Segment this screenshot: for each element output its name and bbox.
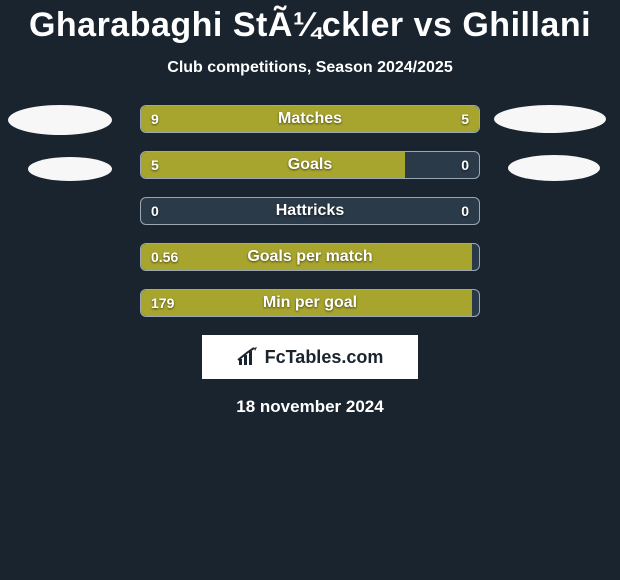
stat-value-right: 0 bbox=[461, 198, 469, 224]
brand-chart-icon bbox=[237, 347, 259, 367]
stat-value-left: 0.56 bbox=[151, 244, 178, 270]
stat-value-left: 9 bbox=[151, 106, 159, 132]
stat-value-left: 5 bbox=[151, 152, 159, 178]
stat-label: Matches bbox=[141, 106, 479, 132]
side-ellipse bbox=[8, 105, 112, 135]
stat-value-left: 179 bbox=[151, 290, 174, 316]
side-ellipse bbox=[494, 105, 606, 133]
stat-row: Goals5 0 bbox=[140, 151, 480, 179]
date-text: 18 november 2024 bbox=[0, 397, 620, 417]
stat-label: Goals bbox=[141, 152, 479, 178]
side-ellipse bbox=[28, 157, 112, 181]
stat-label: Hattricks bbox=[141, 198, 479, 224]
stat-row: Hattricks0 0 bbox=[140, 197, 480, 225]
stat-value-left: 0 bbox=[151, 198, 159, 224]
brand-text: FcTables.com bbox=[265, 347, 384, 368]
subtitle: Club competitions, Season 2024/2025 bbox=[0, 59, 620, 77]
side-ellipse bbox=[508, 155, 600, 181]
stat-label: Goals per match bbox=[141, 244, 479, 270]
stat-row: Min per goal179 bbox=[140, 289, 480, 317]
brand-box: FcTables.com bbox=[202, 335, 418, 379]
chart-area: Matches95Goals50Hattricks00Goals per mat… bbox=[0, 105, 620, 317]
stat-row: Goals per match0.56 bbox=[140, 243, 480, 271]
stat-label: Min per goal bbox=[141, 290, 479, 316]
stat-row: Matches9 5 bbox=[140, 105, 480, 133]
stat-value-right: 0 bbox=[461, 152, 469, 178]
stat-value-right: 5 bbox=[461, 106, 469, 132]
page-title: Gharabaghi StÃ¼ckler vs Ghillani bbox=[0, 0, 620, 45]
